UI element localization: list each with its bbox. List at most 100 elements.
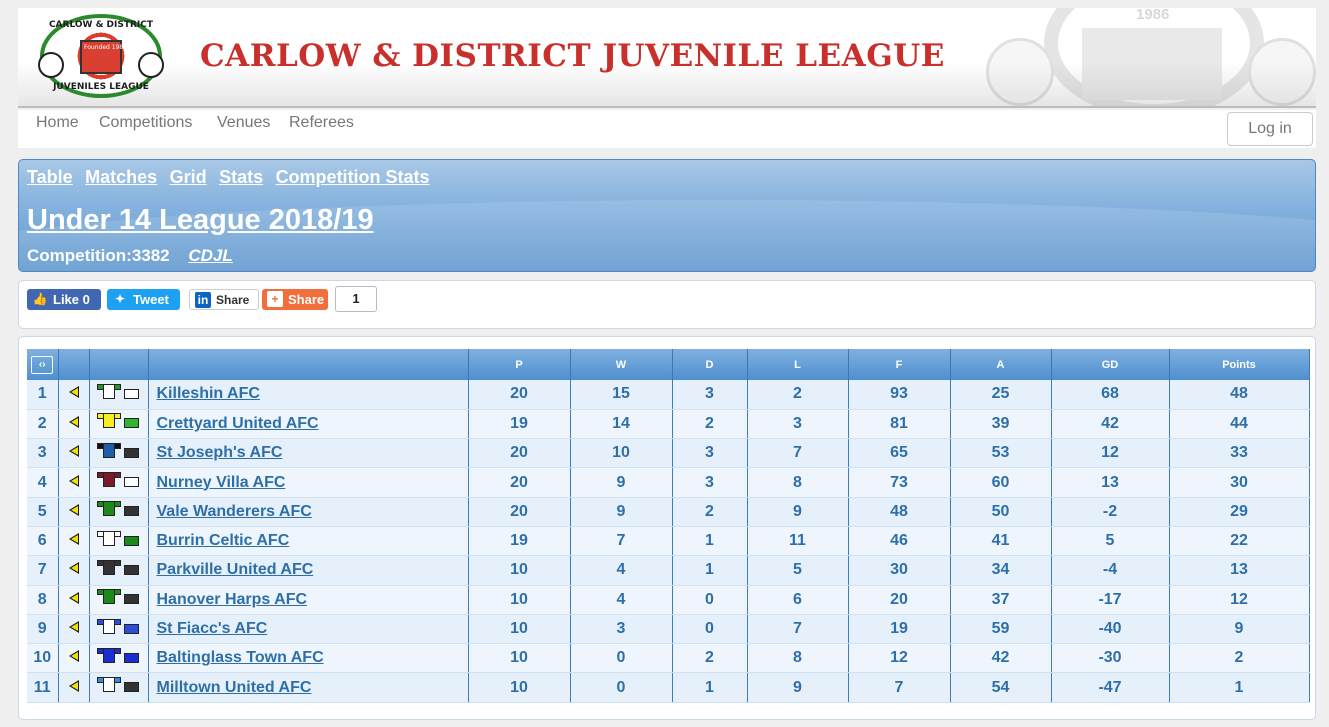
goal-difference-cell: -47 [1051,672,1170,703]
against-cell: 39 [950,409,1052,440]
team-kit-icon [96,383,141,400]
team-link[interactable]: Parkville United AFC [148,555,469,586]
competition-id: Competition:3382 [27,246,170,265]
drawn-cell: 2 [672,497,748,527]
team-link[interactable]: Crettyard United AFC [148,409,469,440]
shirt-sleeve [113,559,121,566]
competition-meta: Competition:3382 CDJL [27,246,233,266]
played-cell: 20 [468,438,571,469]
header-drawn[interactable]: D [672,349,748,380]
thumbs-up-icon: 👍 [32,292,48,306]
shirt-icon [96,589,121,605]
nav-venues[interactable]: Venues [217,114,271,131]
header-goal-difference[interactable]: GD [1051,349,1170,380]
indicator-cell [58,614,90,645]
team-kit-icon [96,677,141,693]
points-cell: 9 [1169,614,1310,645]
points-cell: 48 [1169,380,1310,410]
tweet-label: Tweet [133,292,169,307]
drawn-cell: 3 [672,380,748,410]
login-button[interactable]: Log in [1227,112,1313,146]
team-kit-icon [96,618,141,635]
team-link[interactable]: St Joseph's AFC [148,438,469,469]
for-cell: 12 [848,643,951,674]
header-for[interactable]: F [848,349,951,380]
lost-cell: 8 [747,467,849,498]
team-link[interactable]: Vale Wanderers AFC [148,497,469,527]
team-link[interactable]: Hanover Harps AFC [148,585,469,615]
lost-cell: 5 [747,555,849,586]
shirt-icon [96,530,121,546]
shirt-body [102,677,115,693]
won-cell: 4 [570,555,673,586]
like-label: Like 0 [53,292,90,307]
shirt-icon [96,559,121,575]
team-link[interactable]: Milltown United AFC [148,672,469,703]
drawn-cell: 3 [672,467,748,498]
goal-difference-cell: -17 [1051,585,1170,615]
against-cell: 41 [950,526,1052,557]
league-logo[interactable]: CARLOW & DISTRICT Founded 1986 JUVENILES… [38,14,164,98]
header-lost[interactable]: L [747,349,849,380]
goal-difference-cell: 13 [1051,467,1170,498]
played-cell: 10 [468,614,571,645]
tab-stats[interactable]: Stats [219,167,264,187]
football-icon [38,52,64,78]
competition-tabs: Table Matches Grid Stats Competition Sta… [27,167,438,188]
position-cell: 3 [27,438,59,469]
tab-table[interactable]: Table [27,167,73,187]
shirt-icon [96,472,121,488]
won-cell: 0 [570,643,673,674]
position-cell: 1 [27,380,59,410]
tab-competition-stats[interactable]: Competition Stats [275,167,430,187]
facebook-like-button[interactable]: 👍 Like 0 [27,289,101,310]
organisation-link[interactable]: CDJL [188,246,233,265]
indicator-cell [58,497,90,527]
twitter-bird-icon: ✦ [114,292,126,306]
position-arrow-icon [68,679,79,692]
kit-cell [89,614,149,645]
for-cell: 19 [848,614,951,645]
table-row: 7 Parkville United AFC 10 4 1 5 30 34 -4 13 [27,555,1310,586]
team-link[interactable]: Killeshin AFC [148,380,469,410]
position-cell: 11 [27,672,59,703]
table-row: 6 Burrin Celtic AFC 19 7 1 11 46 41 5 22 [27,526,1310,557]
tab-matches[interactable]: Matches [85,167,158,187]
kit-cell [89,438,149,469]
shirt-icon [96,618,121,634]
shirt-body [102,589,115,605]
watermark-football-icon [1248,38,1316,106]
team-link[interactable]: Nurney Villa AFC [148,467,469,498]
swap-columns-icon[interactable]: ‹› [31,355,54,374]
linkedin-icon: in [195,292,211,308]
nav-referees[interactable]: Referees [289,114,354,131]
column-toggle-header[interactable]: ‹› [27,349,59,380]
header-won[interactable]: W [570,349,673,380]
played-cell: 10 [468,555,571,586]
shirt-sleeve [113,383,121,390]
drawn-cell: 2 [672,643,748,674]
tab-grid[interactable]: Grid [169,167,207,187]
header-points[interactable]: Points [1169,349,1310,380]
linkedin-share-button[interactable]: in Share [189,289,259,310]
against-cell: 60 [950,467,1052,498]
points-cell: 13 [1169,555,1310,586]
team-kit-icon [96,559,141,576]
position-arrow-icon [68,533,79,546]
header-against[interactable]: A [950,349,1052,380]
nav-home[interactable]: Home [36,114,79,131]
shirt-sleeve [113,501,121,508]
competition-title[interactable]: Under 14 League 2018/19 [27,204,374,236]
shirt-body [102,442,115,458]
shirt-body [102,647,115,663]
position-cell: 2 [27,409,59,440]
addthis-share-button[interactable]: + Share [262,289,328,310]
drawn-cell: 3 [672,438,748,469]
tweet-button[interactable]: ✦ Tweet [107,289,180,310]
team-link[interactable]: St Fiacc's AFC [148,614,469,645]
header-played[interactable]: P [468,349,571,380]
competition-header: Table Matches Grid Stats Competition Sta… [18,159,1316,272]
team-link[interactable]: Baltinglass Town AFC [148,643,469,674]
nav-competitions[interactable]: Competitions [99,114,193,131]
team-link[interactable]: Burrin Celtic AFC [148,526,469,557]
